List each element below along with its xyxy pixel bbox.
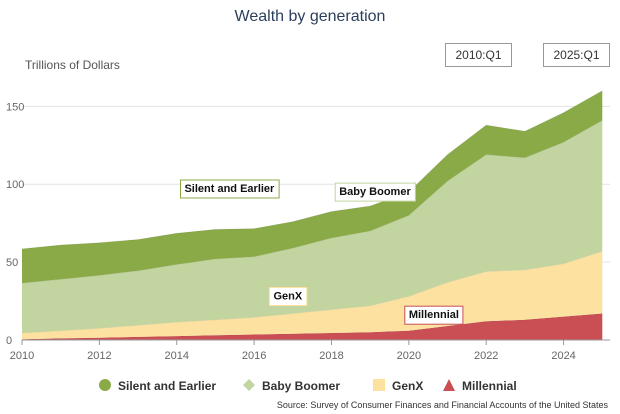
annotation-box	[268, 287, 308, 306]
x-tick-label: 2018	[319, 350, 343, 362]
y-axis-label: Trillions of Dollars	[25, 58, 120, 72]
x-tick-label: 2020	[397, 350, 421, 362]
annotation-label: Silent and Earlier	[184, 183, 275, 195]
annotation: Baby Boomer	[334, 182, 416, 202]
annotations: Silent and Earlier Baby Boomer GenX Millenn…	[180, 179, 464, 325]
x-tick-label: 2024	[551, 350, 575, 362]
legend-marker-circle-icon	[99, 379, 111, 391]
area-millennial[interactable]	[22, 313, 603, 341]
legend-item-silent-and-earlier[interactable]: Silent and Earlier	[98, 378, 216, 393]
legend-item-genx[interactable]: GenX	[372, 378, 423, 393]
legend-label: Baby Boomer	[262, 379, 341, 393]
area-baby-boomer[interactable]	[22, 120, 603, 334]
annotation-label: Baby Boomer	[339, 186, 411, 198]
legend-item-baby-boomer[interactable]: Baby Boomer	[242, 378, 340, 393]
legend-label: Silent and Earlier	[118, 379, 217, 393]
legend-label: GenX	[392, 379, 424, 393]
annotation-box	[180, 179, 280, 199]
y-tick-label: 50	[6, 257, 18, 269]
range-end-input[interactable]: 2025:Q1	[543, 43, 610, 67]
y-tick-label: 100	[6, 179, 24, 191]
stacked-areas	[21, 90, 603, 341]
x-tick-label: 2016	[242, 350, 266, 362]
annotation: Millennial	[404, 305, 464, 325]
area-silent-and-earlier[interactable]	[22, 90, 603, 284]
legend: Silent and Earlier Baby Boomer GenX Millenn…	[0, 378, 620, 396]
range-start-input[interactable]: 2010:Q1	[445, 43, 512, 67]
annotation-box	[334, 182, 416, 202]
annotation-label: GenX	[273, 291, 302, 303]
annotation-label: Millennial	[409, 309, 459, 321]
legend-label: Millennial	[462, 379, 517, 393]
annotation-box	[404, 305, 464, 325]
x-tick-label: 2012	[87, 350, 111, 362]
y-tick-label: 0	[6, 335, 12, 347]
area-edge-silent-and-earlier	[21, 90, 603, 250]
x-tick-label: 2010	[10, 350, 34, 362]
legend-item-millennial[interactable]: Millennial	[442, 378, 517, 393]
annotation: Silent and Earlier	[180, 179, 280, 199]
y-tick-label: 150	[6, 101, 24, 113]
x-tick-label: 2014	[164, 350, 188, 362]
axes: 0 50 100 150 2010 2012 2014 2016 2018 2020 2022 202…	[6, 101, 610, 362]
annotation: GenX	[268, 287, 308, 306]
x-tick-label: 2022	[474, 350, 498, 362]
chart-title: Wealth by generation	[234, 8, 386, 25]
legend-marker-diamond-icon	[243, 379, 255, 391]
legend-marker-triangle-icon	[443, 379, 455, 391]
source-note: Source: Survey of Consumer Finances and …	[276, 400, 608, 410]
legend-marker-square-icon	[373, 379, 385, 391]
